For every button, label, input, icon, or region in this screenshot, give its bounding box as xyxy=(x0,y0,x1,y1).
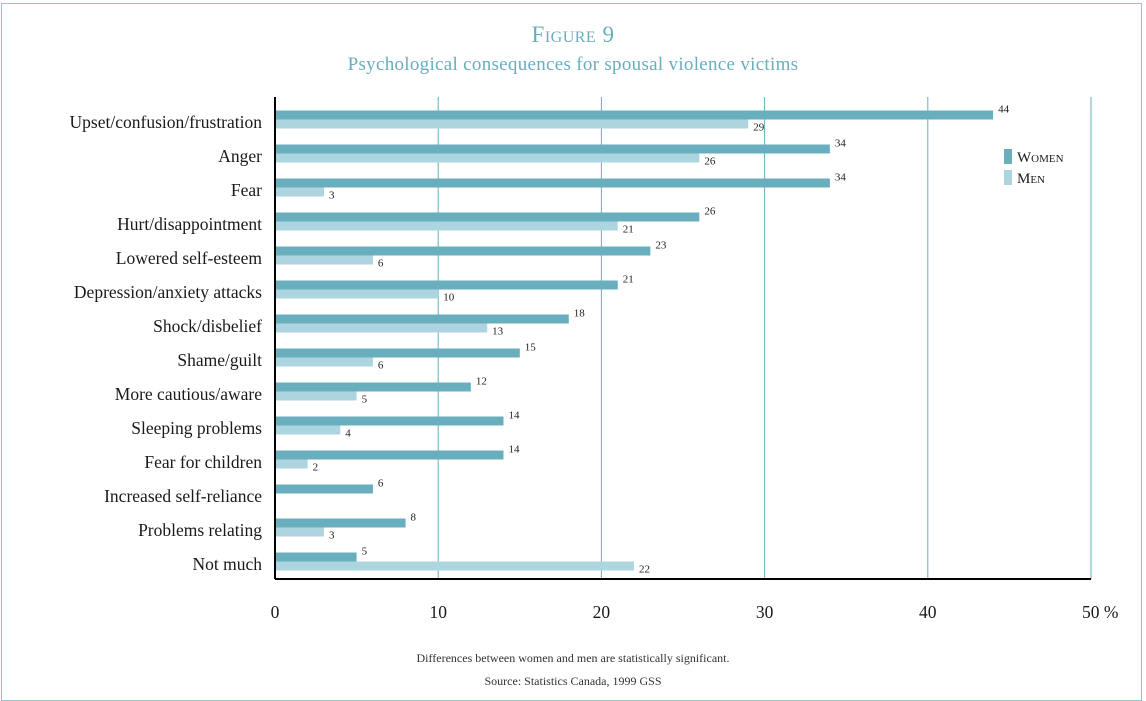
legend-label-men: Men xyxy=(1017,171,1045,187)
bar-men xyxy=(275,527,324,537)
bar-women xyxy=(275,212,700,222)
data-label-women: 44 xyxy=(998,104,1010,116)
data-label-women: 34 xyxy=(835,172,847,184)
data-label-men: 6 xyxy=(378,258,384,270)
bar-men xyxy=(275,561,635,571)
bar-women xyxy=(275,450,504,460)
data-label-women: 15 xyxy=(525,342,537,354)
data-label-women: 18 xyxy=(574,308,586,320)
category-label: Upset/confusion/frustration xyxy=(70,112,263,132)
bar-men xyxy=(275,221,618,231)
category-label: Problems relating xyxy=(138,520,262,540)
category-label: Hurt/disappointment xyxy=(117,214,262,234)
bar-men xyxy=(275,289,439,299)
category-label: More cautious/aware xyxy=(115,384,262,404)
data-label-men: 3 xyxy=(329,530,335,542)
bar-women xyxy=(275,416,504,426)
bar-women xyxy=(275,348,520,358)
data-label-women: 8 xyxy=(411,512,417,524)
bar-men xyxy=(275,119,749,129)
bar-women xyxy=(275,552,357,562)
category-label: Shame/guilt xyxy=(177,350,262,370)
bar-women xyxy=(275,280,618,290)
bar-men xyxy=(275,425,341,435)
bar-men xyxy=(275,357,373,367)
bar-men xyxy=(275,459,308,469)
data-label-women: 26 xyxy=(704,206,716,218)
data-label-women: 23 xyxy=(655,240,667,252)
bar-women xyxy=(275,110,994,120)
legend-label-women: Women xyxy=(1017,150,1064,166)
significance-note: Differences between women and men are st… xyxy=(416,651,730,665)
bar-men xyxy=(275,153,700,163)
bar-men xyxy=(275,323,488,333)
figure-title: Figure 9 xyxy=(531,22,615,47)
bar-men xyxy=(275,391,357,401)
bar-women xyxy=(275,484,373,494)
data-label-women: 34 xyxy=(835,138,847,150)
figure-subtitle: Psychological consequences for spousal v… xyxy=(347,54,799,75)
data-label-men: 22 xyxy=(639,564,650,576)
bars-group: 4429342634326212362110181315612514414268… xyxy=(275,104,1010,576)
category-label: Fear xyxy=(231,180,262,200)
data-label-men: 21 xyxy=(623,224,634,236)
data-label-men: 3 xyxy=(329,190,335,202)
bar-men xyxy=(275,187,324,197)
category-label: Not much xyxy=(192,554,262,574)
bar-women xyxy=(275,382,471,392)
x-tick-label: 20 xyxy=(593,602,611,622)
category-label: Shock/disbelief xyxy=(153,316,262,336)
legend: Women Men xyxy=(1004,149,1064,187)
data-label-women: 6 xyxy=(378,478,384,490)
category-label: Anger xyxy=(218,146,262,166)
data-label-women: 5 xyxy=(362,546,368,558)
x-tick-label: 10 xyxy=(429,602,447,622)
bar-women xyxy=(275,314,569,324)
x-tick-label: 30 xyxy=(756,602,774,622)
data-label-men: 5 xyxy=(362,394,368,406)
tick-labels: 0 10 20 30 40 50 % xyxy=(271,602,1119,622)
bar-women xyxy=(275,246,651,256)
legend-swatch-women xyxy=(1004,149,1012,164)
data-label-men: 10 xyxy=(443,292,455,304)
source-note: Source: Statistics Canada, 1999 GSS xyxy=(484,674,662,688)
data-label-women: 21 xyxy=(623,274,634,286)
bar-women xyxy=(275,178,830,188)
category-labels: Upset/confusion/frustration Anger Fear Hurt… xyxy=(70,112,263,574)
category-label: Sleeping problems xyxy=(131,418,262,438)
data-label-men: 6 xyxy=(378,360,384,372)
category-label: Increased self-reliance xyxy=(104,486,262,506)
bar-women xyxy=(275,144,830,154)
data-label-men: 13 xyxy=(492,326,504,338)
x-tick-label: 0 xyxy=(271,602,280,622)
data-label-women: 14 xyxy=(508,444,519,456)
data-label-women: 12 xyxy=(476,376,487,388)
bar-men xyxy=(275,255,373,265)
category-label: Lowered self-esteem xyxy=(116,248,263,268)
x-tick-label: 40 xyxy=(919,602,937,622)
data-label-men: 2 xyxy=(313,462,319,474)
axes xyxy=(274,97,1091,580)
category-label: Fear for children xyxy=(144,452,262,472)
category-label: Depression/anxiety attacks xyxy=(74,282,262,302)
data-label-men: 26 xyxy=(704,156,716,168)
grid-lines xyxy=(437,97,1092,579)
data-label-men: 29 xyxy=(753,122,765,134)
x-tick-label: 50 % xyxy=(1082,602,1118,622)
data-label-women: 14 xyxy=(508,410,519,422)
legend-swatch-men xyxy=(1004,170,1012,185)
bar-women xyxy=(275,518,406,528)
data-label-men: 4 xyxy=(345,428,351,440)
